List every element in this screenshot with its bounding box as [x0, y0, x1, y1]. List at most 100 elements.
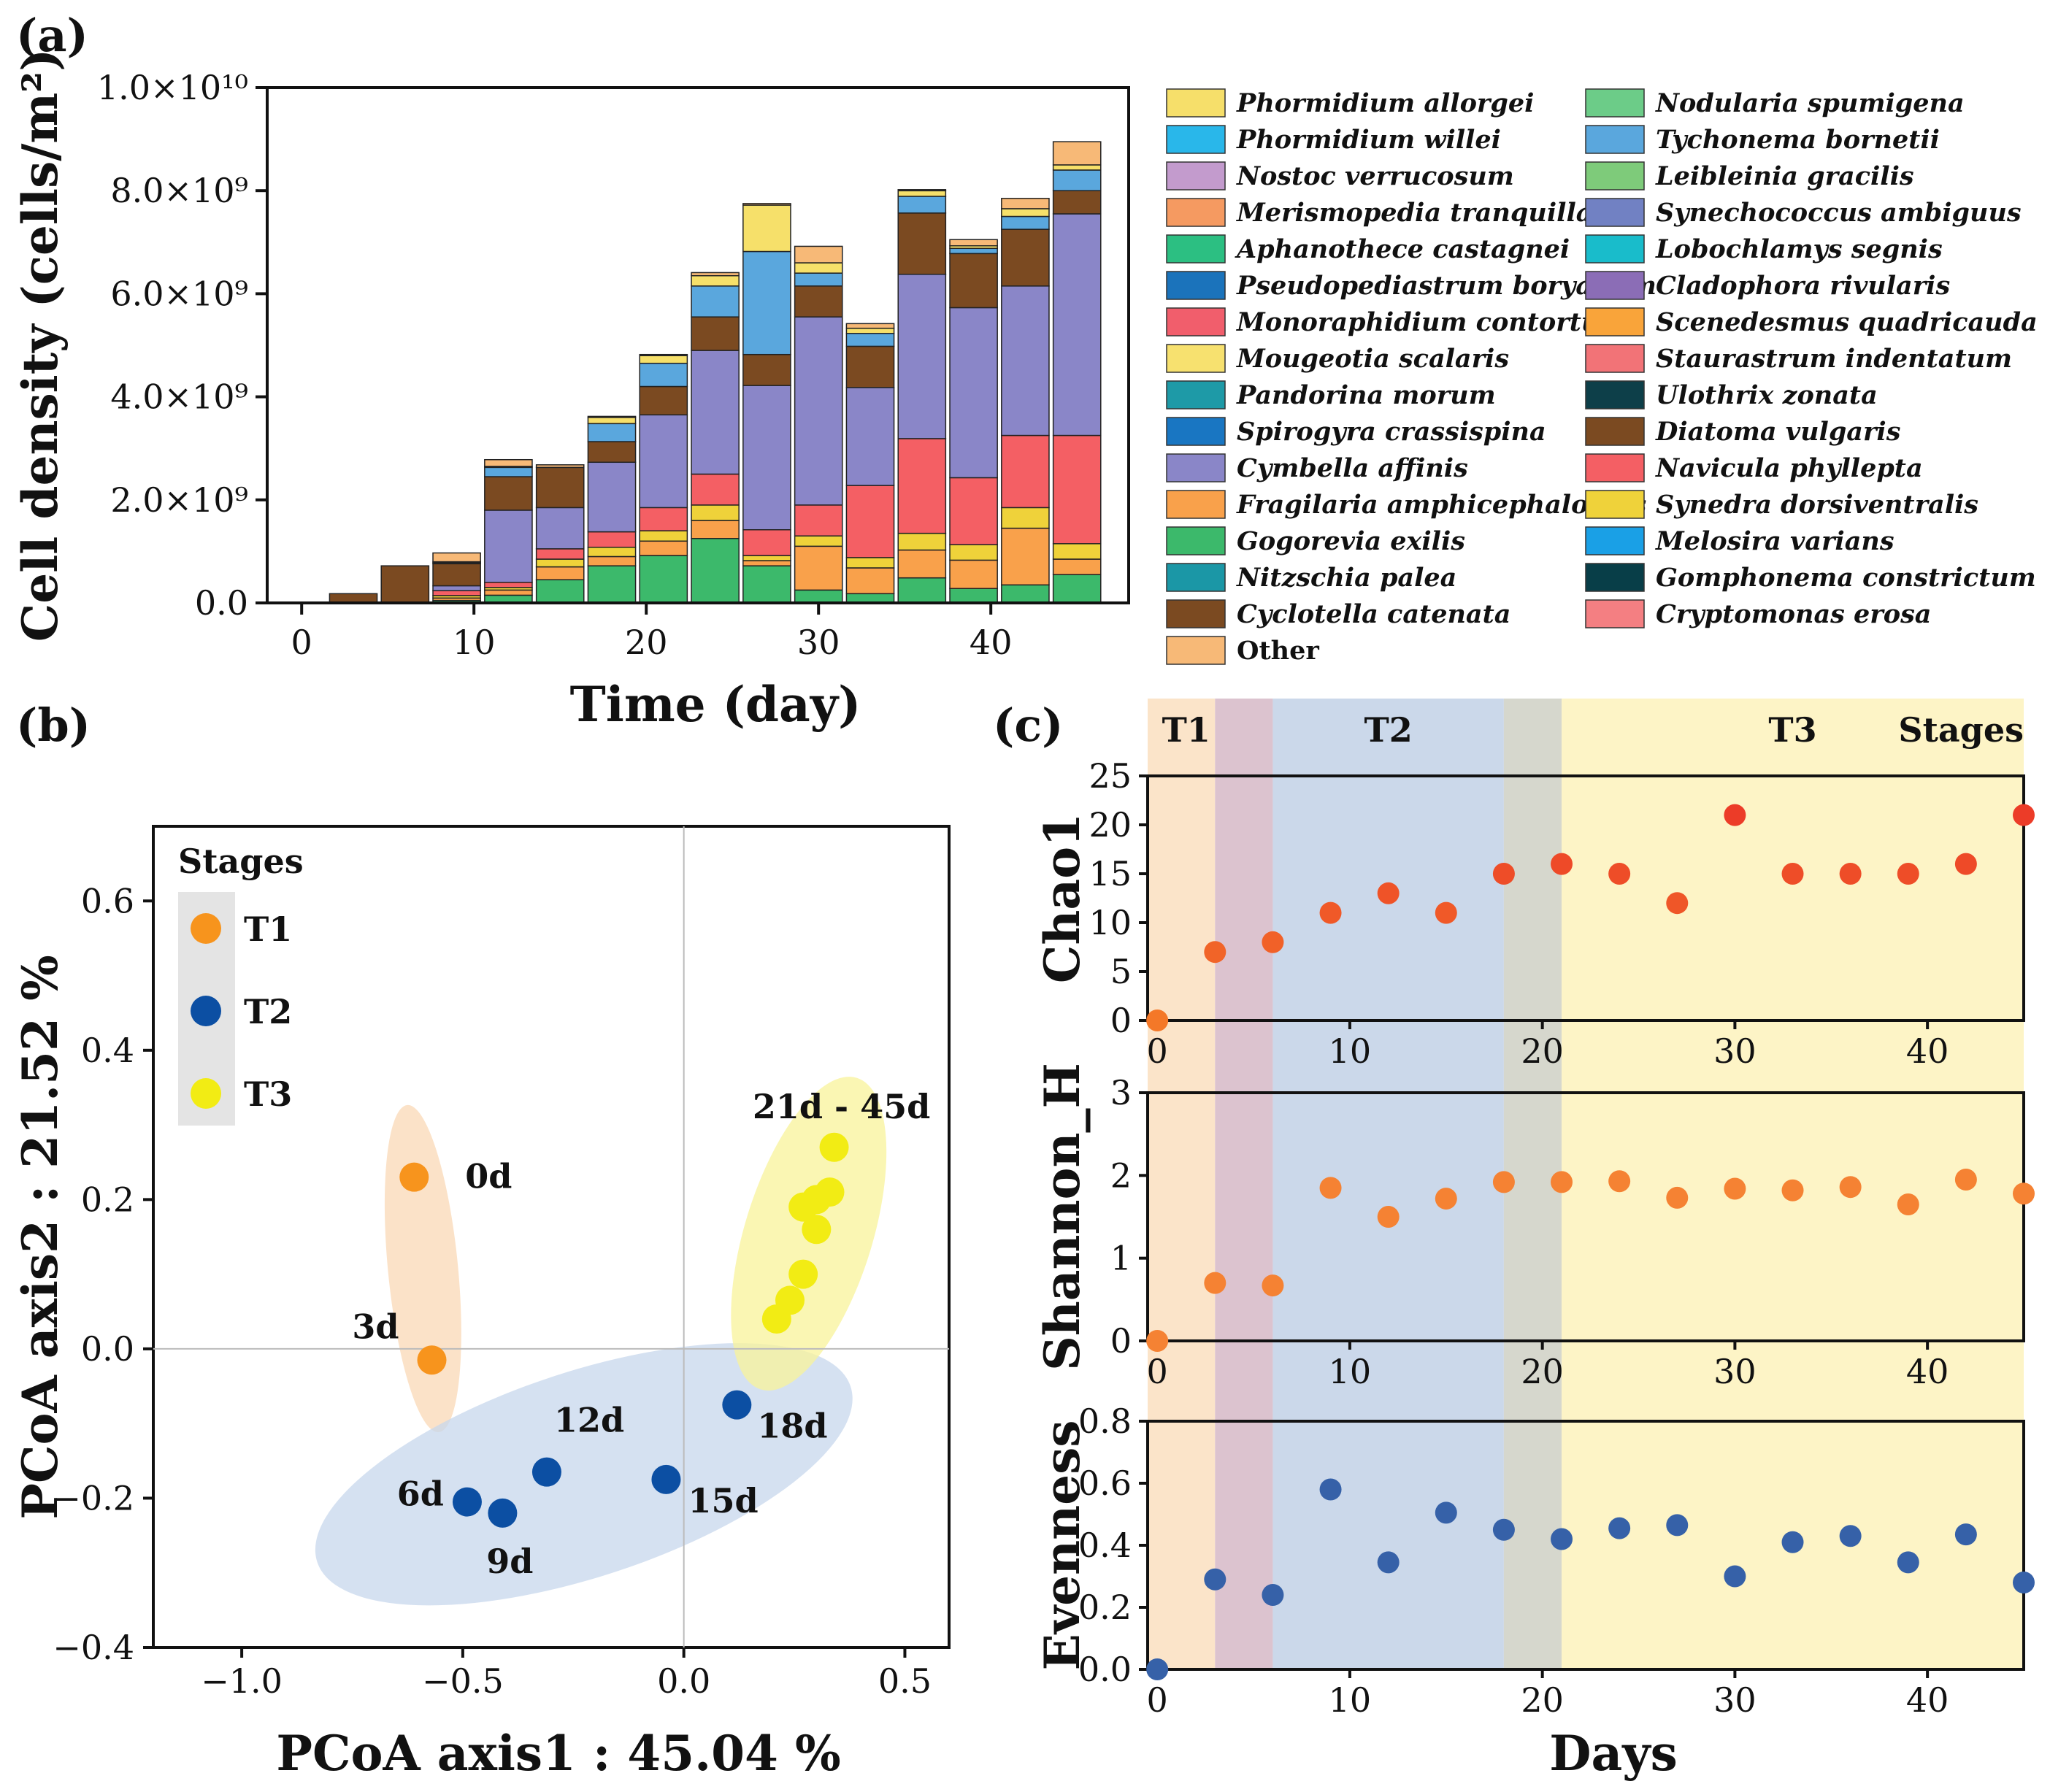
legend-swatch: [1585, 344, 1645, 373]
bar-segment-day12-diatoma-vulgaris: [484, 476, 533, 511]
bar-segment-day27-navicula-phyllepta: [742, 528, 791, 556]
bar-segment-day21-fragilaria-amphicephaloides: [639, 540, 688, 556]
legend-label: Diatoma vulgaris: [1655, 417, 1900, 447]
bar-segment-day18-navicula-phyllepta: [587, 531, 637, 548]
bar-segment-day36-fragilaria-amphicephaloides: [897, 549, 947, 579]
bar-segment-day45-diatoma-vulgaris: [1052, 190, 1102, 215]
bar-segment-day36-other: [897, 189, 947, 192]
legend-label: Leibleinia gracilis: [1655, 161, 1914, 191]
stage-header: T1 T2 T3 Stages: [1162, 710, 2024, 750]
point-chao1-day24: [1608, 863, 1631, 885]
point-t2-9d: [488, 1498, 518, 1528]
point-shannon_h-day6: [1262, 1274, 1284, 1297]
legend-swatch: [1585, 490, 1645, 519]
legend-label: Mougeotia scalaris: [1236, 344, 1509, 374]
bar-segment-day27-cymbella-affinis: [742, 385, 791, 531]
point-evenness-day39: [1897, 1551, 1919, 1574]
bar-segment-day36-cymbella-affinis: [897, 274, 947, 439]
point-shannon_h-day36: [1839, 1176, 1862, 1199]
bar-segment-day24-fragilaria-amphicephaloides: [691, 520, 740, 539]
panel-b-legend: Stages T1 T2 T3: [178, 842, 304, 1126]
legend-swatch: [1166, 307, 1226, 337]
panel-a-frame: [266, 86, 1130, 604]
panel-b-pcoa: 0d 3d 6d 9d 12d 15d 18d 21d - 45d −1.0 −0.5 0.0 0.…: [12, 825, 951, 1782]
y-tick-label: 8.0×10⁹: [110, 171, 248, 210]
subplot-ylabel: Chao1: [1034, 813, 1091, 983]
x-tick-label: 40: [1906, 1352, 1949, 1391]
bar-segment-day21-mougeotia-scalaris: [639, 355, 688, 364]
panel-a-ylabel: Cell density (cells/m²): [12, 49, 69, 642]
panel-a-xlabel: Time (day): [570, 676, 861, 733]
bar-segment-day15-cymbella-affinis: [535, 507, 585, 550]
y-tick-label: 0.2: [1078, 1588, 1132, 1627]
annotation-3d: 3d: [352, 1307, 399, 1346]
bar-segment-day42-fragilaria-amphicephaloides: [1001, 527, 1050, 586]
bar-segment-day30-diatoma-vulgaris: [794, 285, 843, 318]
y-tick-label: −0.4: [53, 1628, 134, 1667]
point-shannon_h-day39: [1897, 1193, 1919, 1215]
legend-label: Tychonema bornetii: [1656, 125, 1940, 155]
x-tick-label: 0: [1147, 1680, 1168, 1720]
legend-label: Melosira varians: [1655, 526, 1894, 556]
annotation-12d: 12d: [554, 1401, 624, 1440]
legend-swatch: [1166, 380, 1226, 409]
point-chao1-day3: [1204, 941, 1226, 964]
bar-segment-day27-gogorevia-exilis: [742, 565, 791, 604]
bar-segment-day27-synedra-dorsiventralis: [742, 555, 791, 561]
bar-segment-day24-gogorevia-exilis: [691, 538, 740, 604]
legend-swatch: [1585, 271, 1645, 300]
bar-segment-day21-diatoma-vulgaris: [639, 385, 688, 416]
legend-swatch: [1585, 125, 1645, 154]
point-chao1-day15: [1435, 901, 1457, 924]
bar-segment-day9-other: [432, 552, 481, 563]
legend-swatch: [1585, 417, 1645, 446]
stage-band: [1272, 699, 1504, 1669]
point-shannon_h-day15: [1435, 1188, 1457, 1210]
point-evenness-day6: [1262, 1584, 1284, 1606]
stacked-bars: [329, 141, 1102, 604]
legend-label: Aphanothece castagnei: [1235, 234, 1570, 264]
legend-label: Gogorevia exilis: [1237, 526, 1465, 556]
bar-segment-day30-cymbella-affinis: [794, 316, 843, 506]
legend-label-t1: T1: [244, 910, 292, 949]
legend-swatch: [1166, 271, 1226, 300]
panel-c-label: (c): [993, 699, 1063, 752]
point-evenness-day15: [1435, 1501, 1457, 1524]
bar-segment-day30-gogorevia-exilis: [794, 589, 843, 604]
bar-segment-day30-synedra-dorsiventralis: [794, 535, 843, 547]
bar-segment-day39-synedra-dorsiventralis: [949, 544, 998, 561]
legend-swatch: [1585, 161, 1645, 191]
y-tick-label: 6.0×10⁹: [110, 274, 248, 313]
panel-b-xlabel: PCoA axis1 : 45.04 %: [276, 1725, 840, 1782]
bar-segment-day30-fragilaria-amphicephaloides: [794, 545, 843, 591]
legend-label: Monoraphidium contortum: [1236, 307, 1627, 337]
y-tick-label: 0.0: [195, 583, 248, 623]
legend-label: Phormidium allorgei: [1236, 88, 1534, 118]
bar-segment-day27-diatoma-vulgaris: [742, 353, 791, 386]
bar-segment-day39-tychonema-bornetii: [949, 247, 998, 255]
legend-label: Synechococcus ambiguus: [1656, 198, 2022, 228]
bar-segment-day21-synedra-dorsiventralis: [639, 530, 688, 542]
bar-segment-day30-other: [794, 245, 843, 264]
point-evenness-day9: [1319, 1478, 1342, 1501]
bar-segment-day12-cymbella-affinis: [484, 509, 533, 583]
point-evenness-day0: [1146, 1658, 1169, 1680]
legend-label: Cymbella affinis: [1237, 453, 1468, 483]
bar-segment-day24-tychonema-bornetii: [691, 285, 740, 318]
x-tick-label: 20: [1521, 1031, 1564, 1071]
x-tick-label: 0: [1147, 1031, 1168, 1071]
legend-title: Stages: [178, 842, 304, 881]
bar-segment-day33-fragilaria-amphicephaloides: [845, 567, 895, 595]
x-tick-label: −1.0: [201, 1661, 283, 1701]
point-chao1-day39: [1897, 863, 1919, 885]
annotation-21d-45d: 21d - 45d: [753, 1087, 930, 1126]
x-tick-label: 0: [1147, 1352, 1168, 1391]
stage-band: [1215, 699, 1273, 1669]
point-chao1-day12: [1377, 882, 1400, 904]
x-tick-label: 30: [1713, 1352, 1757, 1391]
legend-label: Spirogyra crassispina: [1237, 417, 1546, 447]
bar-segment-day33-diatoma-vulgaris: [845, 345, 895, 388]
y-tick-label: 15: [1089, 854, 1132, 893]
bar-segment-day12-fragilaria-amphicephaloides: [484, 589, 533, 596]
